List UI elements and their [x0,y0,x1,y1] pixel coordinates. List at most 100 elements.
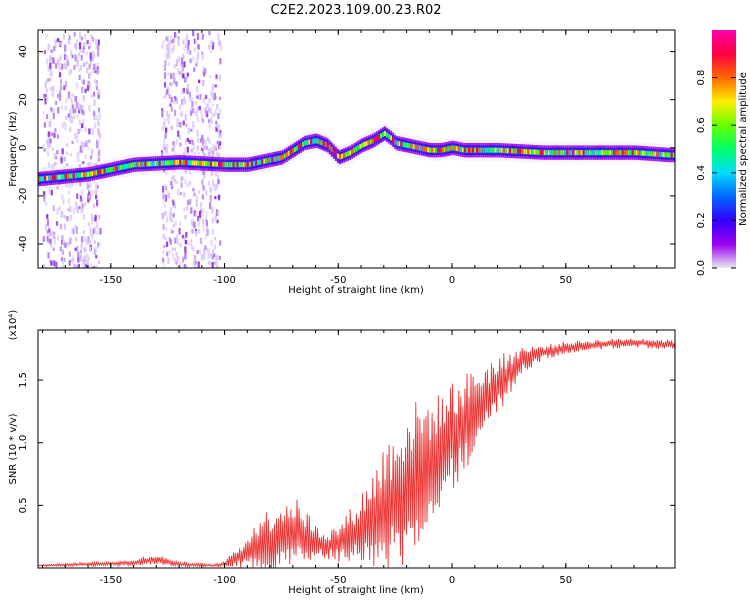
spectrogram-ridge-cell [109,167,112,173]
spectrogram-noise-cell [210,147,213,155]
spectrogram-noise-cell [166,110,169,118]
spectrogram-noise-cell [182,53,185,60]
spectrogram-noise-cell [42,144,45,148]
spectrogram-ridge-cell [89,171,92,177]
spectrogram-ridge-cell [193,160,196,166]
spectrogram-noise-cell [91,51,95,57]
spectrogram-ridge-cell [332,149,335,155]
colorbar-tick-label: 0.2 [696,212,707,228]
spectrogram-noise-cell [212,95,215,102]
spectrogram-noise-cell [92,163,95,169]
spectrogram-noise-cell [94,190,97,195]
spectrogram-noise-cell [83,235,87,243]
spectrogram-noise-cell [78,74,81,81]
spectrogram-noise-cell [74,54,77,62]
spectrogram-noise-cell [59,246,62,252]
spectrogram-noise-cell [187,242,190,246]
spectrogram-ridge-cell [171,160,174,166]
spectrogram-noise-cell [82,258,85,265]
spectrogram-ridge-cell [543,150,546,156]
spectrogram-ridge-cell [531,149,534,155]
spectrogram-ridge-cell [281,154,284,160]
spectrogram-noise-cell [89,52,92,59]
spectrogram-noise-cell [201,118,205,123]
spectrogram-ridge-cell [605,150,608,156]
spectrogram-noise-cell [191,229,194,234]
spectrogram-noise-cell [178,222,182,226]
spectrogram-noise-cell [192,261,196,268]
spectrogram-noise-cell [215,259,218,267]
spectrogram-noise-cell [190,110,193,116]
spectrogram-noise-cell [216,103,219,110]
spectrogram-noise-cell [199,237,203,245]
spectrogram-ridge-cell [478,147,481,153]
spectrogram-noise-cell [173,64,176,69]
spectrogram-noise-cell [204,245,207,250]
spectrogram-noise-cell [88,73,91,79]
spectrogram-noise-cell [62,199,65,205]
spectrogram-noise-cell [201,51,204,55]
spectrogram-ridge-cell [191,160,194,166]
spectrogram-noise-cell [191,121,195,128]
snr-xtick-label: -100 [213,575,236,586]
spectrogram-noise-cell [90,34,93,39]
spectrogram-ridge-cell [341,153,344,159]
spectrogram-noise-cell [218,75,222,81]
spectrogram-noise-cell [72,104,75,108]
spectrogram-noise-cell [85,252,88,259]
spectrogram-noise-cell [78,106,81,111]
spectrogram-noise-cell [63,122,66,126]
spectrogram-noise-cell [53,260,56,267]
spectrogram-noise-cell [211,251,215,259]
spectrogram-noise-cell [55,101,58,105]
spectrogram-noise-cell [52,113,56,120]
spectrogram-noise-cell [66,60,70,67]
spectrogram-ridge-cell [267,157,270,163]
spectrogram-noise-cell [52,108,55,116]
spectrogram-noise-cell [47,239,50,243]
spectrogram-noise-cell [162,40,165,45]
spectrogram-noise-cell [201,181,204,186]
spectrogram-noise-cell [85,51,88,55]
spectrogram-noise-cell [187,44,190,51]
spectrogram-noise-cell [67,91,70,99]
spectrogram-noise-cell [177,130,180,137]
spectrogram-noise-cell [81,203,84,209]
spectrogram-noise-cell [184,138,187,145]
spectrogram-ridge-cell [304,140,307,146]
spectrogram-noise-cell [170,39,173,45]
spectrogram-noise-cell [167,191,170,198]
spectrogram-ridge-cell [236,162,239,168]
spectrogram-noise-cell [172,44,175,52]
spectrogram-noise-cell [213,261,216,265]
spectrogram-ridge-cell [252,161,255,166]
spectrogram-noise-cell [64,116,68,120]
spectrogram-ridge-cell [394,139,397,145]
spectrogram-ridge-cell [615,150,618,156]
spectrogram-xtick-label: -150 [99,275,122,286]
spectrogram-ridge-cell [277,155,280,161]
spectrogram-noise-cell [43,122,46,128]
spectrogram-noise-cell [54,238,57,245]
spectrogram-noise-cell [172,213,175,218]
spectrogram-ridge-cell [353,147,356,153]
colorbar: 0.0 0.2 0.4 0.6 0.8 Normalized spectral ampl… [696,30,749,276]
spectrogram-ridge-cell [78,172,81,178]
spectrogram-ridge-cell [220,161,223,167]
spectrogram-noise-cell [210,90,213,96]
spectrogram-noise-cell [209,107,212,113]
spectrogram-noise-cell [197,44,200,50]
spectrogram-noise-cell [89,43,92,49]
spectrogram-noise-cell [80,126,83,132]
spectrogram-noise-cell [179,177,183,182]
spectrogram-ridge-cell [564,150,567,156]
spectrogram-ridge-cell [359,143,362,149]
spectrogram-noise-cell [55,39,59,43]
spectrogram-noise-cell [192,56,195,62]
spectrogram-noise-cell [184,214,187,220]
spectrogram-ridge-cell [521,149,524,154]
spectrogram-noise-cell [211,217,214,224]
spectrogram-ridge-cell [537,149,540,155]
spectrogram-noise-cell [178,227,181,235]
spectrogram-noise-cell [97,93,100,99]
